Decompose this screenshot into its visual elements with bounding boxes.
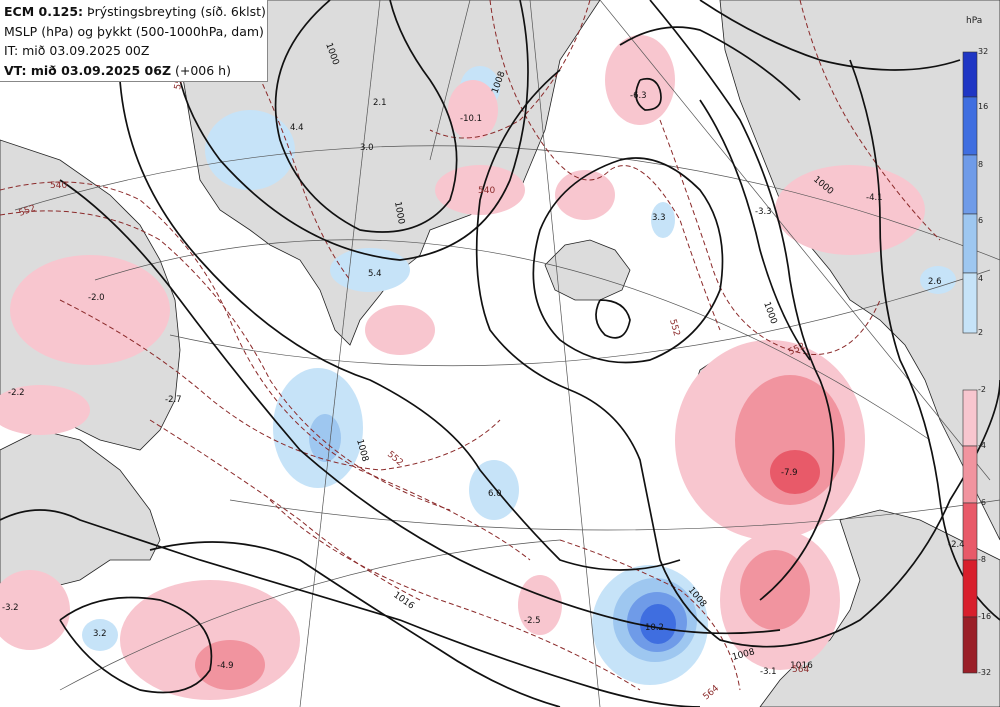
rise-area — [309, 414, 341, 462]
fall-area — [740, 550, 810, 630]
change-label: 2.1 — [373, 98, 387, 108]
colorbar-label: -16 — [978, 612, 992, 621]
fall-area — [518, 575, 562, 635]
fall-area — [555, 170, 615, 220]
thickness-label: 540 — [50, 181, 67, 191]
colorbar-label: -32 — [978, 668, 992, 677]
rise-area — [205, 110, 295, 190]
map-title-box: ECM 0.125: Þrýstingsbreyting (síð. 6klst… — [0, 0, 268, 82]
change-label: -10.1 — [460, 114, 482, 124]
product-name: Þrýstingsbreyting (síð. 6klst) — [83, 4, 266, 19]
title-line-3: IT: mið 03.09.2025 00Z — [4, 43, 150, 58]
title-line-1: ECM 0.125: Þrýstingsbreyting (síð. 6klst… — [4, 2, 267, 22]
iceland-land — [544, 239, 631, 301]
colorbar-label: 32 — [978, 47, 989, 56]
title-line-4: VT: mið 03.09.2025 06Z (+006 h) — [4, 61, 267, 81]
change-label: 2.6 — [928, 277, 942, 287]
rise-area — [640, 604, 676, 644]
fall-area — [0, 570, 70, 650]
change-label: 4.4 — [290, 123, 304, 133]
rise-area — [82, 619, 118, 651]
valid-time: VT: mið 03.09.2025 06Z — [4, 62, 172, 78]
fall-area — [365, 305, 435, 355]
fall-area — [435, 165, 525, 215]
change-label: 3.2 — [93, 629, 107, 639]
change-label: 3.0 — [360, 143, 374, 153]
isobar-label: 1016 — [391, 590, 416, 611]
fall-area — [10, 255, 170, 365]
colorbar-label: 16 — [978, 102, 989, 111]
fall-area — [448, 80, 498, 140]
cb-neg-1 — [962, 389, 978, 447]
thickness-labels: 540 552 540 552 552 552 564 552 564 — [18, 72, 810, 702]
isobar-label: 1000 — [761, 301, 778, 326]
thickness-label: 552 — [385, 450, 405, 469]
cb-neg-3 — [962, 502, 978, 561]
colorbar-label: -4 — [978, 441, 986, 450]
colorbar-label: 2 — [978, 328, 984, 337]
thickness-label: 564 — [702, 683, 722, 702]
change-label: -6.3 — [630, 91, 647, 101]
model-name: ECM 0.125: — [4, 4, 84, 19]
fall-area — [195, 640, 265, 690]
thickness-label: 540 — [478, 186, 495, 196]
cb-pos-2 — [962, 213, 978, 274]
fall-area — [0, 385, 90, 435]
change-label: -4.1 — [866, 193, 883, 203]
change-label: -7.9 — [781, 468, 798, 478]
change-label: 6.0 — [488, 489, 502, 499]
fall-area — [775, 165, 925, 255]
change-label: -3.2 — [2, 603, 19, 613]
change-label: 10.2 — [645, 623, 664, 633]
thickness-label: 564 — [792, 665, 809, 675]
graticule — [14, 0, 1000, 707]
colorbar-label: -6 — [978, 498, 986, 507]
change-label: -2.0 — [88, 293, 105, 303]
rise-area — [469, 460, 519, 520]
cb-neg-4 — [962, 559, 978, 618]
cb-pos-1 — [962, 272, 978, 334]
change-label: -2.7 — [165, 395, 182, 405]
cb-pos-5 — [962, 51, 978, 98]
change-label: -3.1 — [760, 667, 777, 677]
thickness-contours — [0, 0, 941, 691]
europe-land — [759, 509, 1000, 707]
colorbar-label: -8 — [978, 555, 986, 564]
scandinavia-land — [719, 0, 1000, 541]
change-label: -2.4 — [948, 540, 965, 550]
colorbar-label: 4 — [978, 274, 984, 283]
change-label: -2.5 — [524, 616, 541, 626]
colorbar — [962, 51, 978, 674]
colorbar-label: 6 — [978, 216, 984, 225]
change-label: -4.9 — [217, 661, 234, 671]
isobar-label: 1000 — [392, 201, 406, 226]
rise-area — [651, 202, 675, 238]
fall-area — [770, 450, 820, 494]
colorbar-label: -2 — [978, 385, 986, 394]
isobar-label: 1016 — [790, 661, 813, 671]
change-value-labels: 4.4 2.1 3.0 5.4 -2.0 -2.7 -10.1 -6.3 3.3… — [2, 91, 965, 677]
cb-pos-4 — [962, 96, 978, 156]
lead-time: (+006 h) — [171, 62, 231, 78]
change-label: 3.3 — [652, 213, 666, 223]
cb-pos-3 — [962, 154, 978, 215]
change-label: -2.2 — [8, 388, 25, 398]
title-line-2: MSLP (hPa) og þykkt (500-1000hPa, dam) — [4, 23, 264, 39]
colorbar-unit: hPa — [966, 16, 983, 26]
change-label: -3.3 — [755, 207, 772, 217]
change-label: 5.4 — [368, 269, 382, 279]
negative-change-areas — [0, 35, 925, 700]
colorbar-label: 8 — [978, 160, 984, 169]
cb-neg-5 — [962, 616, 978, 674]
thickness-label: 552 — [667, 318, 681, 337]
cb-neg-2 — [962, 445, 978, 504]
rise-area — [920, 266, 956, 294]
